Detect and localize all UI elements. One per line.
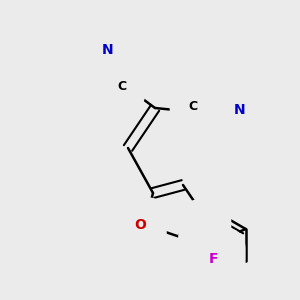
Text: F: F [209,252,218,266]
Text: C: C [188,100,198,113]
Text: Cl: Cl [210,249,225,263]
Text: N: N [234,103,246,117]
Text: N: N [102,43,114,57]
Text: O: O [134,218,146,232]
Text: F: F [199,237,208,251]
Text: F: F [201,220,211,234]
Text: C: C [117,80,127,92]
